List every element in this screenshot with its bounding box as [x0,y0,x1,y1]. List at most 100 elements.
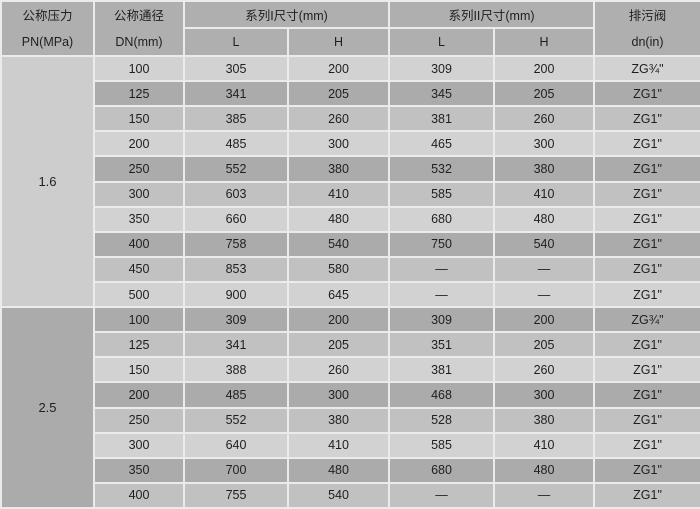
cell-series1-H: 540 [287,230,390,258]
cell-dn: 350 [93,456,185,484]
header-nominal-diameter: 公称通径 DN(mm) [93,0,185,57]
table-row: 200 485 300 465 300 ZG1" [1,130,700,158]
cell-series2-L: 381 [388,356,495,384]
table-row: 1.6 100 305 200 309 200 ZG¾" [0,54,700,309]
cell-series2-H: — [492,280,596,309]
table-row: 125 341 205 345 205 ZG1" [1,80,700,108]
table-row: 300 640 410 585 410 ZG1" [1,431,700,459]
cell-drain: ZG1" [593,381,700,409]
cell-series1-H: 260 [287,105,390,133]
cell-series2-L: — [388,255,495,283]
header-series2-group: 系列II尺寸(mm) [387,0,596,29]
cell-drain: ZG¾" [593,54,700,83]
cell-drain: ZG1" [593,456,700,484]
cell-drain: ZG1" [593,155,700,183]
cell-drain: ZG1" [593,406,700,434]
header-nominal-diameter-cn: 公称通径 [113,8,164,23]
cell-dn: 350 [93,205,185,233]
cell-series2-L: 585 [388,180,495,208]
header-series2-L: L [388,27,495,57]
table-row: 200 485 300 468 300 ZG1" [1,381,700,409]
cell-series1-H: 205 [287,80,390,108]
table-row: 250 552 380 532 380 ZG1" [1,155,700,183]
cell-series2-H: 205 [492,331,596,359]
cell-series1-L: 900 [183,280,289,309]
cell-series2-L: 532 [388,155,495,183]
cell-series2-H: 410 [492,431,596,459]
header-nominal-pressure: 公称压力 PN(MPa) [0,0,95,57]
table-row: 150 388 260 381 260 ZG1" [1,356,700,384]
cell-series2-L: 381 [388,105,495,133]
table-row: 300 603 410 585 410 ZG1" [1,180,700,208]
header-series1-group: 系列I尺寸(mm) [183,0,390,29]
cell-series1-H: 380 [287,406,390,434]
cell-series1-L: 341 [183,331,289,359]
cell-series2-L: 750 [388,230,495,258]
cell-series2-L: 309 [388,306,495,334]
cell-series2-H: 480 [492,456,596,484]
header-series1-L: L [183,27,289,57]
cell-series1-H: 410 [287,180,390,208]
cell-drain: ZG1" [593,255,700,283]
cell-drain: ZG1" [593,280,700,309]
cell-series2-H: — [492,255,596,283]
cell-series2-H: 205 [492,80,596,108]
table-row: 400 755 540— — ZG1" [1,481,700,509]
cell-series1-H: 540 [287,481,390,509]
cell-drain: ZG1" [593,356,700,384]
cell-drain: ZG1" [593,180,700,208]
header-drain-valve: 排污阀 dn(in) [593,0,700,57]
pn-group-cell: 2.5 [0,306,95,509]
cell-series1-L: 660 [183,205,289,233]
cell-series2-H: 260 [492,356,596,384]
table-row: 350 700 480 680 480 ZG1" [1,456,700,484]
cell-series2-H: 540 [492,230,596,258]
cell-drain: ZG1" [593,105,700,133]
cell-dn: 300 [93,180,185,208]
cell-dn: 250 [93,406,185,434]
cell-dn: 500 [93,280,185,309]
cell-dn: 150 [93,105,185,133]
cell-drain: ZG1" [593,80,700,108]
cell-series2-H: 260 [492,105,596,133]
cell-drain: ZG1" [593,205,700,233]
header-series1-H: H [287,27,390,57]
table-header: 公称压力 PN(MPa) 公称通径 DN(mm) 系列I尺寸(mm) 系列II尺… [0,0,700,57]
cell-series1-L: 700 [183,456,289,484]
pn-group-cell: 1.6 [0,54,95,309]
table-row: 450 853 580— — ZG1" [1,255,700,283]
cell-series2-L: 351 [388,331,495,359]
table-body: 1.6 100 305 200 309 200 ZG¾" 125 341 205 345 205 ZG1… [0,54,700,509]
table-row: 350 660 480 680 480 ZG1" [1,205,700,233]
cell-dn: 250 [93,155,185,183]
table-row: 125 341 205 351 205 ZG1" [1,331,700,359]
cell-series1-L: 755 [183,481,289,509]
cell-series2-L: 680 [388,456,495,484]
cell-drain: ZG1" [593,331,700,359]
cell-series2-H: 480 [492,205,596,233]
cell-series2-L: 680 [388,205,495,233]
table-row: 2.5 100 309 200 309 200 ZG¾" [0,306,700,509]
cell-drain: ZG¾" [593,306,700,334]
cell-dn: 100 [93,306,185,334]
cell-dn: 450 [93,255,185,283]
cell-series1-L: 853 [183,255,289,283]
cell-series2-H: 300 [492,130,596,158]
cell-series2-H: 380 [492,406,596,434]
cell-series1-L: 485 [183,130,289,158]
cell-drain: ZG1" [593,431,700,459]
cell-series1-H: 645 [287,280,390,309]
cell-series1-H: 300 [287,130,390,158]
cell-series1-L: 552 [183,406,289,434]
cell-series2-L: 345 [388,80,495,108]
cell-series1-H: 300 [287,381,390,409]
cell-dn: 200 [93,130,185,158]
table-row: 400 758 540 750 540 ZG1" [1,230,700,258]
cell-series2-L: — [388,481,495,509]
cell-dn: 400 [93,230,185,258]
cell-series1-H: 580 [287,255,390,283]
table-row: 150 385 260 381 260 ZG1" [1,105,700,133]
cell-series1-H: 200 [287,54,390,83]
cell-series1-H: 480 [287,205,390,233]
